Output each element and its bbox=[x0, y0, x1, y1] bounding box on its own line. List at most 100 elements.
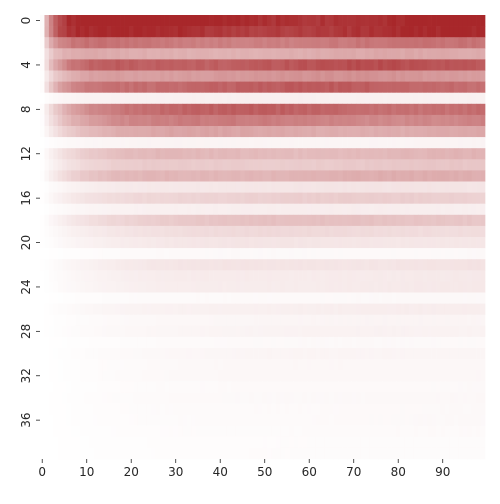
heatmap-cell bbox=[218, 281, 223, 293]
heatmap-cell bbox=[315, 303, 321, 316]
heatmap-cell bbox=[458, 237, 464, 249]
heatmap-cell bbox=[191, 126, 197, 138]
heatmap-cell bbox=[302, 403, 308, 415]
heatmap-cell bbox=[431, 81, 437, 94]
heatmap-cell bbox=[102, 148, 108, 160]
heatmap-cell bbox=[53, 181, 59, 193]
heatmap-cell bbox=[462, 359, 468, 371]
heatmap-cell bbox=[44, 81, 50, 94]
heatmap-cell bbox=[378, 248, 383, 260]
heatmap-cell bbox=[177, 15, 183, 27]
heatmap-cell bbox=[293, 225, 299, 238]
heatmap-cell bbox=[262, 192, 268, 205]
heatmap-cell bbox=[240, 92, 246, 105]
heatmap-cell bbox=[369, 303, 375, 316]
heatmap-cell bbox=[422, 48, 428, 60]
heatmap-cell bbox=[115, 170, 121, 182]
heatmap-cell bbox=[258, 370, 263, 382]
heatmap-cell bbox=[400, 214, 406, 227]
heatmap-cell bbox=[244, 148, 250, 160]
heatmap-cell bbox=[404, 181, 410, 193]
heatmap-cell bbox=[431, 92, 437, 105]
heatmap-cell bbox=[444, 192, 450, 205]
heatmap-cell bbox=[62, 192, 68, 205]
heatmap-cell bbox=[133, 225, 139, 238]
heatmap-cell bbox=[409, 248, 415, 260]
heatmap-cell bbox=[453, 248, 459, 260]
heatmap-cell bbox=[57, 126, 63, 138]
heatmap-cell bbox=[173, 81, 179, 94]
heatmap-cell bbox=[329, 37, 335, 49]
heatmap-cell bbox=[62, 48, 68, 60]
heatmap-cell bbox=[387, 248, 392, 260]
heatmap-cell bbox=[404, 281, 410, 293]
heatmap-cell bbox=[315, 181, 321, 193]
heatmap-cell bbox=[307, 114, 312, 127]
heatmap-cell bbox=[440, 370, 446, 382]
heatmap-cell bbox=[226, 15, 232, 27]
heatmap-cell bbox=[169, 181, 174, 193]
heatmap-cell bbox=[418, 370, 424, 382]
heatmap-cell bbox=[480, 26, 486, 38]
heatmap-cell bbox=[249, 192, 254, 205]
heatmap-cell bbox=[480, 214, 486, 227]
heatmap-cell bbox=[71, 237, 76, 249]
heatmap-cell bbox=[204, 359, 210, 371]
heatmap-cell bbox=[413, 403, 419, 415]
heatmap-cell bbox=[360, 348, 366, 360]
heatmap-cell bbox=[266, 259, 272, 271]
heatmap-cell bbox=[436, 259, 441, 271]
heatmap-cell bbox=[146, 403, 152, 415]
heatmap-cell bbox=[48, 370, 54, 382]
heatmap-cell bbox=[151, 348, 157, 360]
heatmap-cell bbox=[462, 381, 468, 393]
heatmap-cell bbox=[391, 170, 397, 182]
heatmap-cell bbox=[293, 281, 299, 293]
heatmap-cell bbox=[436, 114, 441, 127]
heatmap-cell bbox=[338, 447, 343, 460]
heatmap-cell bbox=[62, 114, 68, 127]
heatmap-cell bbox=[213, 92, 219, 105]
heatmap-cell bbox=[155, 203, 161, 216]
heatmap-cell bbox=[360, 381, 366, 393]
heatmap-cell bbox=[262, 392, 268, 404]
heatmap-cell bbox=[115, 214, 121, 227]
heatmap-cell bbox=[133, 59, 139, 71]
heatmap-cell bbox=[360, 336, 366, 349]
heatmap-cell bbox=[453, 15, 459, 27]
heatmap-cell bbox=[351, 425, 357, 438]
heatmap-cell bbox=[160, 170, 165, 182]
heatmap-cell bbox=[280, 370, 286, 382]
heatmap-cell bbox=[177, 292, 183, 304]
heatmap-cell bbox=[409, 114, 415, 127]
heatmap-cell bbox=[396, 425, 401, 438]
heatmap-cell bbox=[226, 59, 232, 71]
heatmap-cell bbox=[409, 381, 415, 393]
heatmap-cell bbox=[129, 314, 134, 327]
heatmap-cell bbox=[404, 259, 410, 271]
heatmap-cell bbox=[400, 26, 406, 38]
heatmap-cell bbox=[471, 170, 477, 182]
heatmap-cell bbox=[111, 225, 116, 238]
heatmap-cell bbox=[133, 314, 139, 327]
heatmap-cell bbox=[347, 126, 352, 138]
heatmap-cell bbox=[315, 414, 321, 427]
heatmap-cell bbox=[440, 59, 446, 71]
heatmap-cell bbox=[275, 259, 281, 271]
heatmap-cell bbox=[293, 336, 299, 349]
heatmap-cell bbox=[129, 103, 134, 116]
heatmap-cell bbox=[151, 292, 157, 304]
heatmap-cell bbox=[298, 325, 303, 338]
heatmap-cell bbox=[418, 203, 424, 216]
heatmap-cell bbox=[324, 81, 330, 94]
heatmap-cell bbox=[195, 237, 201, 249]
heatmap-cell bbox=[324, 359, 330, 371]
heatmap-cell bbox=[106, 336, 112, 349]
heatmap-cell bbox=[302, 270, 308, 282]
heatmap-cell bbox=[97, 70, 103, 82]
heatmap-cell bbox=[355, 225, 361, 238]
heatmap-cell bbox=[369, 359, 375, 371]
heatmap-cell bbox=[133, 81, 139, 94]
heatmap-cell bbox=[75, 381, 81, 393]
heatmap-cell bbox=[137, 237, 143, 249]
